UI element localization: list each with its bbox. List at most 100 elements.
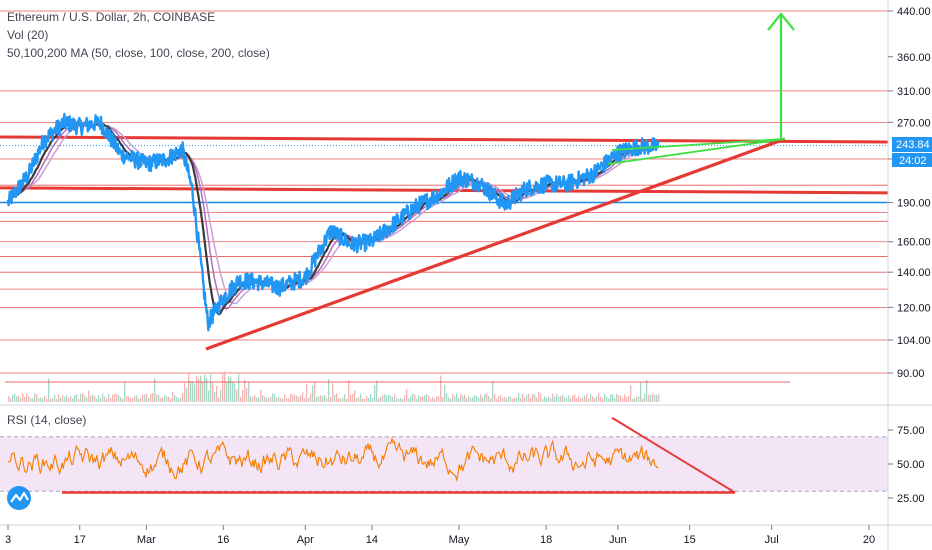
volume-bar bbox=[424, 395, 426, 402]
volume-bar bbox=[508, 395, 510, 402]
volume-bar bbox=[250, 396, 252, 402]
price-tick-label: 360.00 bbox=[897, 52, 931, 64]
time-tick-label: Jul bbox=[765, 534, 779, 546]
time-axis[interactable]: 3 17 Mar 16 Apr 14 May 18 Jun 15 Jul 20 bbox=[5, 525, 875, 546]
volume-bar bbox=[432, 396, 434, 402]
volume-bar bbox=[364, 398, 366, 402]
volume-bar bbox=[548, 396, 550, 402]
volume-bar bbox=[554, 396, 556, 402]
volume-bar bbox=[180, 397, 182, 402]
green-trendline-upper bbox=[611, 138, 786, 151]
volume-bar bbox=[382, 394, 384, 402]
volume-bar bbox=[388, 394, 390, 402]
volume-bar bbox=[428, 395, 430, 402]
volume-bar bbox=[436, 396, 438, 402]
volume-bar bbox=[318, 396, 320, 402]
rsi-line bbox=[7, 436, 659, 483]
volume-bar bbox=[416, 398, 418, 402]
volume-bar bbox=[580, 398, 582, 402]
volume-bar bbox=[582, 397, 584, 402]
volume-bar bbox=[352, 393, 354, 402]
volume-bar bbox=[506, 398, 508, 402]
volume-bar bbox=[288, 398, 290, 402]
tradingview-logo-icon[interactable] bbox=[7, 486, 31, 510]
volume-bar bbox=[130, 397, 132, 402]
volume-bar bbox=[148, 397, 150, 402]
volume-bar bbox=[78, 398, 80, 402]
symbol-title[interactable]: Ethereum / U.S. Dollar, 2h, COINBASE bbox=[7, 10, 216, 24]
price-line bbox=[6, 112, 660, 332]
green-arrow-head-icon bbox=[767, 12, 795, 31]
volume-bar bbox=[620, 395, 622, 402]
volume-bar bbox=[252, 396, 254, 402]
volume-bar bbox=[168, 396, 170, 402]
volume-bar bbox=[204, 374, 206, 402]
volume-bar bbox=[84, 395, 86, 402]
volume-bar bbox=[76, 394, 78, 402]
volume-bar bbox=[370, 394, 372, 402]
volume-bar bbox=[316, 397, 318, 402]
volume-bar bbox=[556, 393, 558, 402]
ma-indicator-label[interactable]: 50,100,200 MA (50, close, 100, close, 20… bbox=[7, 46, 270, 60]
volume-bar bbox=[232, 382, 234, 402]
price-tick-label: 190.00 bbox=[897, 198, 931, 210]
time-tick-label: Apr bbox=[297, 534, 314, 546]
volume-bar bbox=[612, 394, 614, 402]
rsi-indicator-label[interactable]: RSI (14, close) bbox=[7, 413, 87, 427]
volume-bar bbox=[486, 393, 488, 402]
ascending-trendline bbox=[205, 137, 786, 351]
volume-bar bbox=[18, 395, 20, 402]
volume-bar bbox=[644, 393, 646, 402]
rsi-tick-label: 25.00 bbox=[897, 493, 925, 505]
volume-bar bbox=[610, 394, 612, 402]
rsi-axis[interactable]: 25.00 50.00 75.00 bbox=[888, 425, 925, 505]
volume-bar bbox=[230, 376, 232, 402]
volume-bar bbox=[206, 377, 208, 402]
volume-bar bbox=[12, 394, 14, 402]
volume-bar bbox=[504, 396, 506, 402]
volume-bar bbox=[112, 394, 114, 402]
volume-bar bbox=[270, 397, 272, 402]
volume-bar bbox=[104, 396, 106, 402]
volume-bar bbox=[196, 375, 198, 402]
rsi-band bbox=[0, 436, 888, 492]
volume-bar bbox=[474, 395, 476, 402]
volume-bar bbox=[622, 398, 624, 402]
volume-bar bbox=[328, 379, 330, 402]
volume-bar bbox=[576, 398, 578, 402]
volume-bar bbox=[74, 395, 76, 402]
volume-bar bbox=[458, 397, 460, 402]
volume-bar bbox=[310, 393, 312, 402]
volume-bar bbox=[402, 398, 404, 402]
volume-bar bbox=[60, 397, 62, 402]
volume-indicator-label[interactable]: Vol (20) bbox=[7, 28, 49, 42]
volume-bar bbox=[98, 394, 100, 402]
volume-bar bbox=[362, 398, 364, 402]
volume-bar bbox=[596, 396, 598, 402]
volume-bar bbox=[294, 394, 296, 402]
volume-bar bbox=[520, 397, 522, 402]
volume-bar bbox=[338, 398, 340, 402]
volume-bar bbox=[92, 394, 94, 402]
volume-bar bbox=[434, 398, 436, 402]
volume-bar bbox=[380, 396, 382, 402]
volume-bar bbox=[450, 398, 452, 402]
volume-bar bbox=[452, 393, 454, 402]
volume-bar bbox=[80, 393, 82, 402]
volume-bar bbox=[20, 397, 22, 402]
volume-bar bbox=[456, 393, 458, 402]
volume-bar bbox=[502, 397, 504, 402]
volume-bar bbox=[150, 393, 152, 402]
volume-bar bbox=[90, 395, 92, 402]
volume-bar bbox=[208, 390, 210, 402]
volume-bar bbox=[172, 391, 174, 402]
time-tick-label: 3 bbox=[5, 534, 11, 546]
volume-bar bbox=[190, 380, 192, 402]
volume-bar bbox=[300, 395, 302, 402]
volume-bar bbox=[82, 393, 84, 402]
time-tick-label: 16 bbox=[217, 534, 229, 546]
volume-bar bbox=[142, 394, 144, 402]
volume-bar bbox=[240, 396, 242, 402]
volume-bar bbox=[216, 385, 218, 402]
